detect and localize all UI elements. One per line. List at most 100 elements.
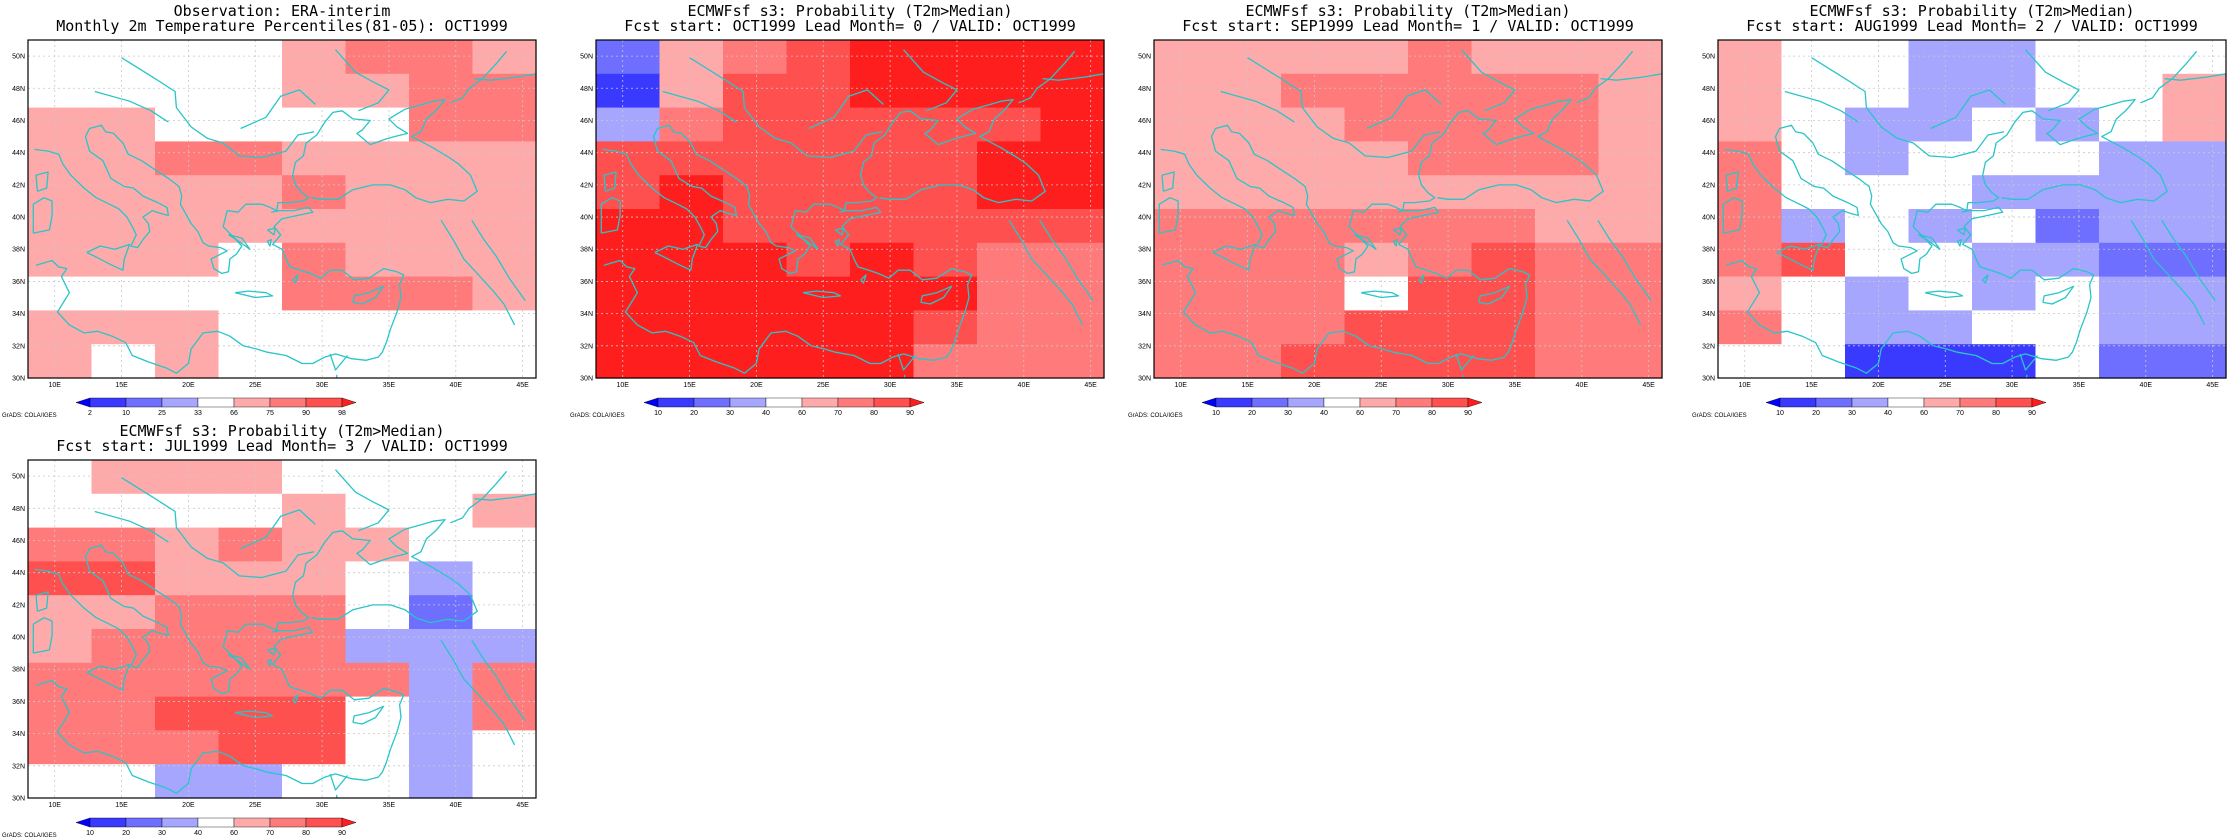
- lon-tick-label: 35E: [2073, 382, 2086, 389]
- grid-cell: [409, 107, 474, 142]
- grid-cell: [1598, 209, 1663, 244]
- grid-cell: [282, 595, 347, 630]
- grid-cell: [1845, 175, 1910, 210]
- panel-title-line1: ECMWFsf s3: Probability (T2m>Median): [1245, 2, 1570, 20]
- grid-cell: [1908, 310, 1973, 345]
- grid-cell: [1154, 175, 1219, 210]
- panel-title-line2: Monthly 2m Temperature Percentiles(81-05…: [56, 17, 508, 35]
- grid-cell: [1408, 242, 1473, 278]
- grid-cell: [2035, 209, 2100, 244]
- grid-cell: [218, 493, 283, 529]
- lon-tick-label: 20E: [1308, 382, 1321, 389]
- grid-cell: [2099, 73, 2164, 109]
- lon-tick-label: 30E: [316, 802, 329, 809]
- grid-cell: [91, 764, 156, 799]
- grid-cell: [155, 276, 220, 311]
- panel-title-line1: ECMWFsf s3: Probability (T2m>Median): [1809, 2, 2134, 20]
- grid-cell: [723, 141, 788, 176]
- grid-cell: [1535, 344, 1600, 379]
- grid-cell: [1972, 40, 2037, 75]
- grid-cell: [596, 276, 661, 311]
- grid-cell: [850, 242, 915, 278]
- grid-cell: [1217, 344, 1282, 379]
- grid-cell: [155, 107, 220, 142]
- grid-cell: [1040, 242, 1105, 278]
- grid-cell: [1781, 73, 1846, 109]
- grid-cell: [977, 209, 1042, 244]
- shaded-grid: [1718, 40, 2227, 379]
- grid-cell: [472, 730, 537, 765]
- grid-cell: [1040, 40, 1105, 75]
- grid-cell: [345, 595, 410, 630]
- grid-cell: [2099, 344, 2164, 379]
- grid-cell: [28, 527, 93, 562]
- grid-cell: [28, 242, 93, 278]
- lat-tick-label: 44N: [12, 150, 25, 157]
- map-svg: ECMWFsf s3: Probability (T2m>Median)Fcst…: [1128, 2, 1663, 419]
- colorbar-label: 2: [88, 410, 92, 417]
- grid-cell: [409, 629, 474, 664]
- grid-cell: [1217, 310, 1282, 345]
- grid-cell: [596, 310, 661, 345]
- lat-tick-label: 30N: [12, 376, 25, 383]
- grid-cell: [155, 764, 220, 799]
- grid-cell: [1217, 175, 1282, 210]
- grid-cell: [659, 40, 724, 75]
- grid-cell: [913, 242, 978, 278]
- lat-tick-label: 34N: [12, 311, 25, 318]
- lat-tick-label: 50N: [12, 474, 25, 481]
- grid-cell: [1781, 310, 1846, 345]
- grid-cell: [1845, 344, 1910, 379]
- grid-cell: [596, 107, 661, 142]
- grid-cell: [723, 73, 788, 109]
- grid-cell: [409, 662, 474, 698]
- colorbar-label: 60: [230, 830, 238, 837]
- grid-cell: [1718, 276, 1783, 311]
- grid-cell: [472, 209, 537, 244]
- grid-cell: [28, 662, 93, 698]
- grid-cell: [723, 40, 788, 75]
- lat-tick-label: 40N: [1702, 215, 1715, 222]
- coastlines: [1158, 49, 1662, 378]
- colorbar-label: 20: [1248, 410, 1256, 417]
- grid-cell: [1344, 310, 1409, 345]
- colorbar-label: 70: [834, 410, 842, 417]
- grid-cell: [345, 310, 410, 345]
- colorbar: 10 20 30 40 60 70 80 90: [1765, 397, 2047, 417]
- grid-cell: [218, 73, 283, 109]
- lon-tick-label: 40E: [450, 382, 463, 389]
- grid-cell: [2099, 209, 2164, 244]
- colorbar-label: 10: [654, 410, 662, 417]
- grid-cell: [1281, 310, 1346, 345]
- grid-cell: [282, 242, 347, 278]
- grid-cell: [282, 662, 347, 698]
- grid-cell: [1535, 73, 1600, 109]
- grid-cell: [913, 40, 978, 75]
- shaded-grid: [596, 40, 1105, 379]
- lat-tick-label: 30N: [1138, 376, 1151, 383]
- grid-cell: [218, 730, 283, 765]
- grid-cell: [1217, 141, 1282, 176]
- lon-tick-label: 35E: [383, 382, 396, 389]
- grid-cell: [1154, 310, 1219, 345]
- grid-cell: [1154, 344, 1219, 379]
- grid-cell: [596, 344, 661, 379]
- grid-cell: [1972, 344, 2037, 379]
- lon-tick-label: 35E: [1509, 382, 1522, 389]
- lat-tick-label: 34N: [1138, 311, 1151, 318]
- grid-cell: [723, 242, 788, 278]
- lon-tick-label: 35E: [951, 382, 964, 389]
- grid-cell: [345, 242, 410, 278]
- grid-cell: [345, 561, 410, 596]
- grads-credit: GrADS: COLA/IGES: [2, 413, 57, 419]
- grid-cell: [1217, 107, 1282, 142]
- colorbar-label: 75: [266, 410, 274, 417]
- grid-cell: [913, 209, 978, 244]
- colorbar-label: 20: [690, 410, 698, 417]
- colorbar-label: 20: [1812, 410, 1820, 417]
- grid-cell: [155, 310, 220, 345]
- grid-cell: [1040, 344, 1105, 379]
- panel-title-line2: Fcst start: AUG1999 Lead Month= 2 / VALI…: [1746, 17, 2198, 35]
- panel-title-line1: ECMWFsf s3: Probability (T2m>Median): [119, 422, 444, 440]
- grid-cell: [2099, 40, 2164, 75]
